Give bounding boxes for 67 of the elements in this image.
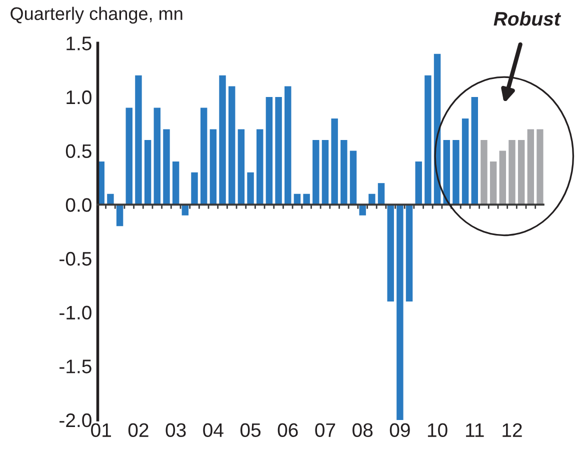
bar [424,75,432,205]
x-tick-label: 05 [240,423,261,438]
bar [527,129,534,205]
bar [406,204,413,302]
y-tick-label: 1.5 [66,36,92,50]
y-tick-label: 1.0 [66,90,92,104]
bar [415,162,422,205]
bar [480,140,488,205]
bar [182,204,189,216]
bar [452,140,460,205]
bar [135,75,142,205]
bar [378,183,385,205]
bar [443,140,450,205]
x-tick-label: 11 [466,423,484,437]
bar [518,140,525,205]
bar [275,96,282,205]
bar [228,86,236,205]
bar [238,129,245,205]
bar [154,108,161,205]
bar [266,96,273,205]
x-tick-label: 03 [166,423,186,438]
x-tick-label: 02 [128,423,148,438]
bar [210,129,217,205]
y-tick-label: -0.5 [60,252,92,266]
x-tick-label: 10 [428,423,448,438]
bar [322,140,329,205]
bar [284,86,292,205]
bar [256,129,264,205]
y-tick-label: 0.0 [66,198,92,212]
bar [312,140,320,205]
y-tick-label: -2.0 [60,413,92,428]
bar [107,194,114,205]
x-tick-label: 12 [502,423,522,437]
bar [490,162,497,205]
bar [508,140,516,205]
bar [471,96,478,205]
x-tick-label: 08 [352,423,373,438]
bar [126,108,132,205]
bar [359,204,366,216]
bar [219,75,226,205]
bar [387,204,394,302]
y-tick-label: 0.5 [66,144,92,158]
x-tick-label: 06 [278,423,298,438]
bar [200,108,208,205]
text: Robust [494,11,562,26]
bar [462,118,469,205]
x-tick-label: 04 [203,423,224,438]
bar [396,204,404,420]
bar [247,172,254,205]
bar [172,162,180,205]
bar [340,140,348,205]
bar [191,172,198,205]
bar [331,118,338,205]
y-tick-label: -1.0 [60,306,92,320]
x-tick-label: 09 [390,423,410,438]
bar [350,150,357,205]
bar [116,204,124,226]
bar [536,129,544,205]
bar [163,129,170,205]
bar [303,194,310,205]
x-tick-label: 07 [315,423,336,438]
chart-title: Quarterly change, mn [10,6,182,24]
y-tick-label: -1.5 [60,360,92,374]
bar [499,150,506,205]
bar [144,140,152,205]
bar [368,194,376,205]
x-tick-label: 01 [91,423,111,438]
